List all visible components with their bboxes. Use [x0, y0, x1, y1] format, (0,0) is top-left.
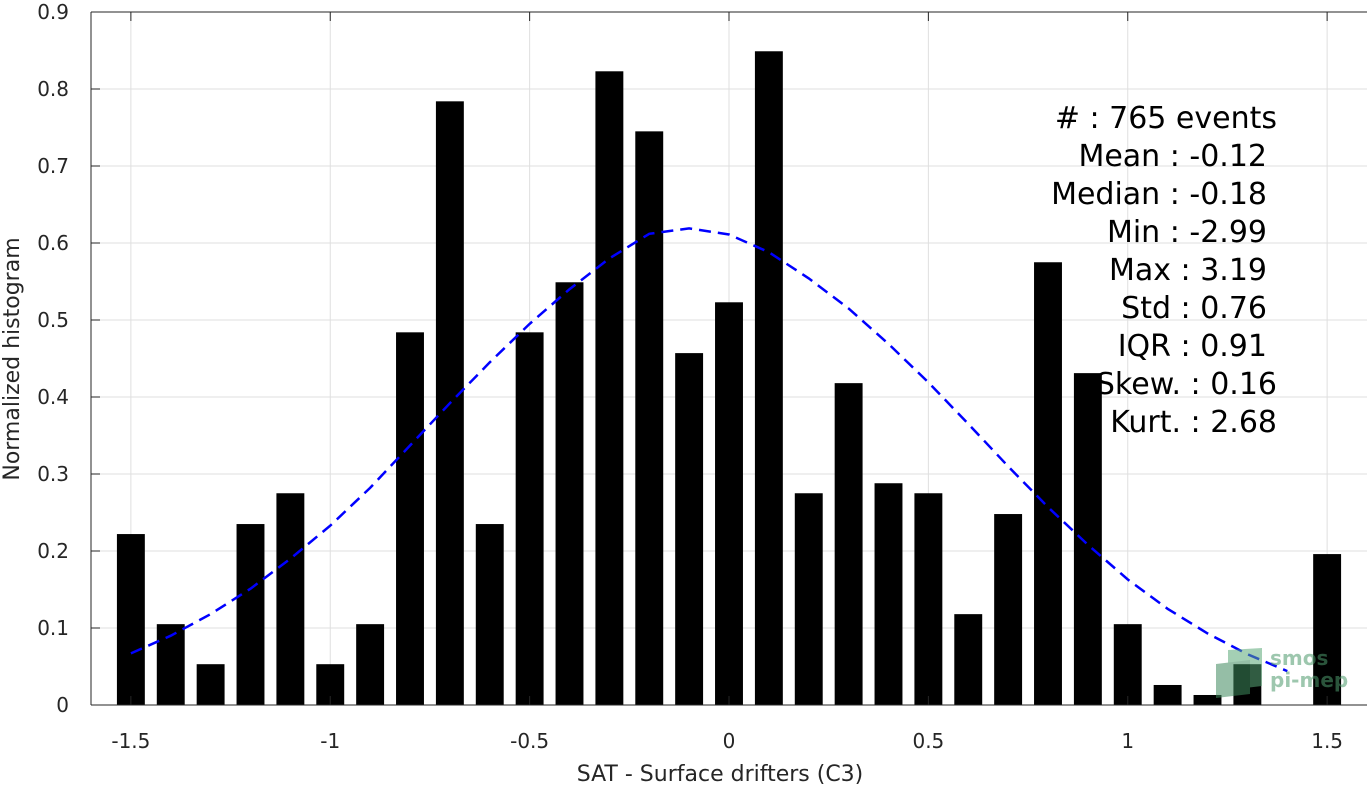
logo-shape-back [1216, 660, 1250, 698]
x-tick-label: 1 [1121, 729, 1134, 753]
y-tick-label: 0.9 [37, 0, 69, 24]
histogram-bar [1153, 684, 1182, 705]
histogram-bar [994, 514, 1023, 705]
stat-max: Max : 3.19 [1109, 253, 1267, 288]
histogram-bar [555, 282, 584, 705]
logo-text-bottom: pi-mep [1270, 668, 1348, 692]
histogram-bar [675, 353, 704, 705]
stats-box: # : 765 events Mean : -0.12 Median : -0.… [1051, 101, 1277, 440]
histogram-bar [1313, 554, 1342, 705]
histogram-bar [635, 131, 664, 706]
x-tick-label: 0 [723, 729, 736, 753]
fit-curve-line [130, 227, 1288, 673]
x-tick-label: -1 [320, 729, 340, 753]
histogram-bar [914, 493, 943, 705]
stat-min: Min : -2.99 [1107, 215, 1267, 250]
histogram-bar [515, 332, 544, 705]
x-tick-label: -0.5 [510, 729, 549, 753]
axes [90, 11, 1367, 706]
histogram-bar [1113, 624, 1142, 705]
histogram-bar [276, 493, 305, 705]
y-tick-label: 0.2 [37, 539, 69, 563]
stat-median: Median : -0.18 [1051, 177, 1267, 212]
x-axis-title: SAT - Surface drifters (C3) [577, 762, 864, 785]
stat-mean: Mean : -0.12 [1078, 139, 1267, 174]
y-tick-label: 0.7 [37, 154, 69, 178]
histogram-bar [834, 383, 863, 705]
histogram-bar [236, 524, 265, 705]
watermark-logo: smos pi-mep [1216, 646, 1348, 698]
histogram-bar [156, 624, 185, 705]
stat-std: Std : 0.76 [1121, 291, 1267, 326]
histogram-bar [1034, 262, 1062, 705]
histogram-bar [715, 302, 743, 705]
x-tick-label: -1.5 [111, 729, 150, 753]
histogram-bar [794, 493, 823, 705]
stat-iqr: IQR : 0.91 [1118, 329, 1267, 364]
histogram-bar [954, 614, 983, 705]
y-tick-label: 0.1 [37, 616, 69, 640]
y-tick-label: 0.3 [37, 462, 69, 486]
tick-labels: -1.5 -1 -0.5 0 0.5 1 1.5 0 0.1 0.2 0.3 0.4 0.5 0.6 0.7… [37, 0, 1343, 753]
y-axis-title: Normalized histogram [0, 237, 25, 480]
x-tick-label: 0.5 [912, 729, 944, 753]
histogram-bar [196, 664, 225, 705]
histogram-bar [874, 483, 903, 705]
gaussian-fit-curve [130, 227, 1288, 673]
y-tick-label: 0.5 [37, 308, 69, 332]
histogram-bar [396, 332, 424, 705]
histogram-bar [116, 534, 145, 705]
histogram-bar [754, 51, 783, 705]
x-tick-label: 1.5 [1311, 729, 1343, 753]
stat-count: # : 765 events [1055, 101, 1277, 136]
histogram-bar [356, 624, 385, 705]
stat-kurtosis: Kurt. : 2.68 [1110, 405, 1277, 440]
histogram-bars [116, 51, 1342, 706]
logo-text-top: smos [1270, 646, 1328, 670]
histogram-bar [1193, 694, 1222, 705]
histogram-bar [595, 71, 624, 706]
stat-skewness: Skew. : 0.16 [1096, 367, 1277, 402]
y-tick-label: 0.4 [37, 385, 69, 409]
histogram-bar [1073, 373, 1102, 705]
y-tick-label: 0 [56, 693, 69, 717]
y-tick-label: 0.8 [37, 77, 69, 101]
y-tick-label: 0.6 [37, 231, 69, 255]
histogram-bar [475, 524, 504, 705]
